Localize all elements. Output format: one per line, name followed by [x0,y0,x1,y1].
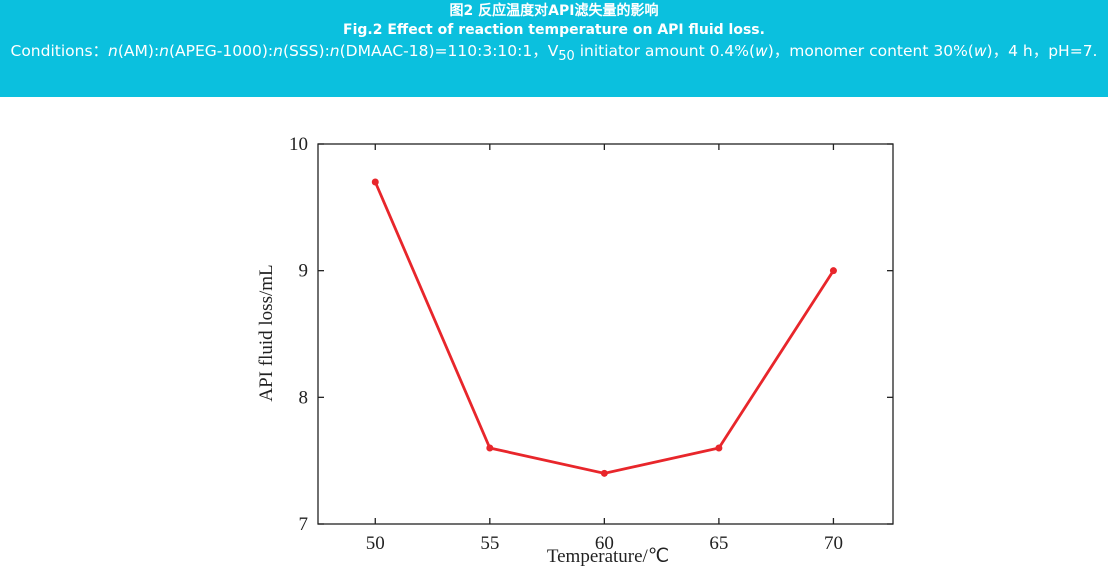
x-axis-label: Temperature/℃ [547,546,669,567]
conditions-text: w [755,42,768,60]
x-tick-label: 70 [824,533,843,554]
conditions-text: )，4 h，pH=7. [986,42,1098,60]
data-point [600,469,608,477]
conditions: Conditions：n(AM):n(APEG-1000):n(SSS):n(D… [0,40,1108,68]
conditions-text: 50 [558,49,575,65]
conditions-text: Conditions： [10,42,109,60]
conditions-text: (SSS): [282,42,330,60]
x-tick-label: 65 [709,533,728,554]
x-tick-label: 55 [480,533,499,554]
title-en: Fig.2 Effect of reaction temperature on … [343,22,765,38]
conditions-text: )，monomer content 30%( [767,42,974,60]
data-point [715,444,723,452]
conditions-text: (DMAAC-18)=110:3:10:1，V [339,42,559,60]
header: 图2 反应温度对API滤失量的影响 Fig.2 Effect of reacti… [0,0,1108,97]
conditions-text: w [973,42,987,60]
x-tick-label: 60 [595,533,614,554]
conditions-text: n [108,42,118,60]
data-line [373,181,835,475]
title-cn: 图2 反应温度对API滤失量的影响 [449,3,659,19]
y-tick-label: 8 [299,387,309,408]
x-tick-label: 50 [366,533,385,554]
conditions-text: n [159,42,169,60]
y-axis-label: API fluid loss/mL [256,264,277,401]
data-point [829,267,837,275]
data-point [371,178,379,186]
plot-frame [317,143,894,525]
conditions-text: initiator amount 0.4%( [574,42,756,60]
conditions-text: (AM): [117,42,160,60]
conditions-text: n [329,42,340,60]
y-tick-label: 7 [299,514,309,535]
data-point [486,444,494,452]
conditions-text: n [273,42,283,60]
chart: Temperature/℃ API fluid loss/mL 7 8 9 10 50 5… [256,134,894,567]
conditions-text: (APEG-1000): [169,42,274,60]
y-tick-label: 10 [289,134,308,155]
y-tick-label: 9 [299,261,309,282]
